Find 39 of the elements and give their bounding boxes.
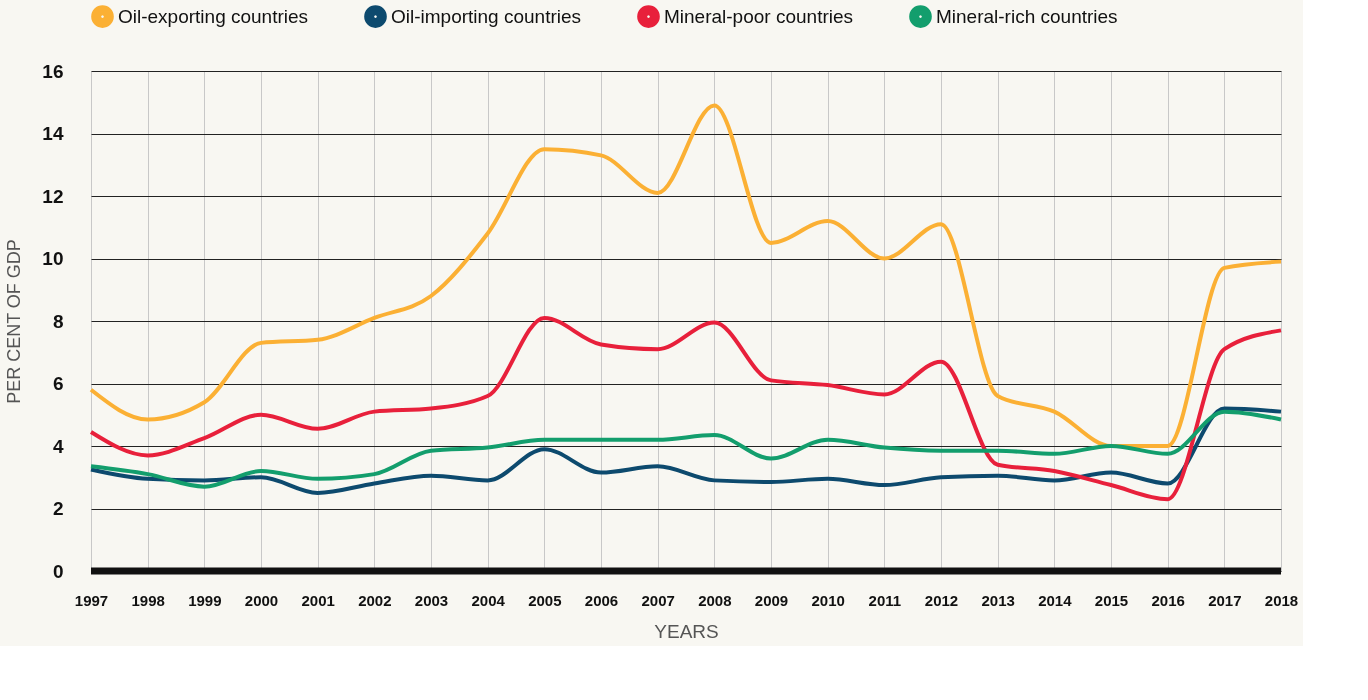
y-tick-label: 10	[42, 248, 64, 269]
x-tick-label: 1998	[131, 591, 165, 609]
y-tick-label: 16	[42, 60, 64, 82]
y-tick-label: 4	[52, 435, 64, 457]
legend-label: Oil-importing countries	[391, 5, 582, 27]
legend-label: Oil-exporting countries	[118, 5, 309, 27]
x-tick-label: 2011	[868, 591, 902, 609]
x-tick-label: 2013	[981, 591, 1015, 609]
x-tick-label: 2009	[754, 591, 789, 609]
legend-label: Mineral-rich countries	[936, 5, 1118, 27]
x-tick-label: 2004	[471, 591, 506, 609]
x-axis-title: YEARS	[654, 620, 719, 642]
x-tick-label: 2002	[358, 591, 392, 609]
y-tick-label: 2	[52, 498, 64, 519]
x-tick-label: 1999	[188, 591, 222, 609]
x-tick-label: 2003	[414, 591, 449, 609]
y-tick-label: 6	[52, 373, 64, 394]
x-tick-label: 1997	[74, 591, 109, 609]
x-tick-label: 2014	[1038, 591, 1073, 609]
x-tick-label: 2005	[528, 591, 562, 609]
y-tick-label: 14	[42, 123, 64, 144]
x-tick-label: 2008	[698, 591, 732, 609]
y-axis-title: PER CENT OF GDP	[4, 239, 25, 404]
line-series	[89, 103, 1283, 448]
y-tick-label: 8	[52, 310, 64, 332]
x-tick-label: 2017	[1208, 591, 1242, 609]
x-tick-label: 2015	[1094, 591, 1129, 609]
legend-label: Mineral-poor countries	[664, 5, 854, 27]
x-tick-label: 2007	[641, 591, 675, 609]
x-tick-label: 2012	[924, 591, 959, 609]
y-tick-label: 12	[42, 185, 64, 207]
x-tick-label: 2018	[1264, 591, 1299, 609]
x-tick-label: 2001	[301, 591, 335, 609]
y-tick-label: 0	[52, 560, 64, 582]
line-series	[89, 315, 1283, 502]
x-tick-label: 2016	[1151, 591, 1185, 609]
x-tick-label: 2000	[244, 591, 279, 609]
x-tick-label: 2006	[584, 591, 619, 609]
x-tick-label: 2010	[811, 591, 845, 609]
